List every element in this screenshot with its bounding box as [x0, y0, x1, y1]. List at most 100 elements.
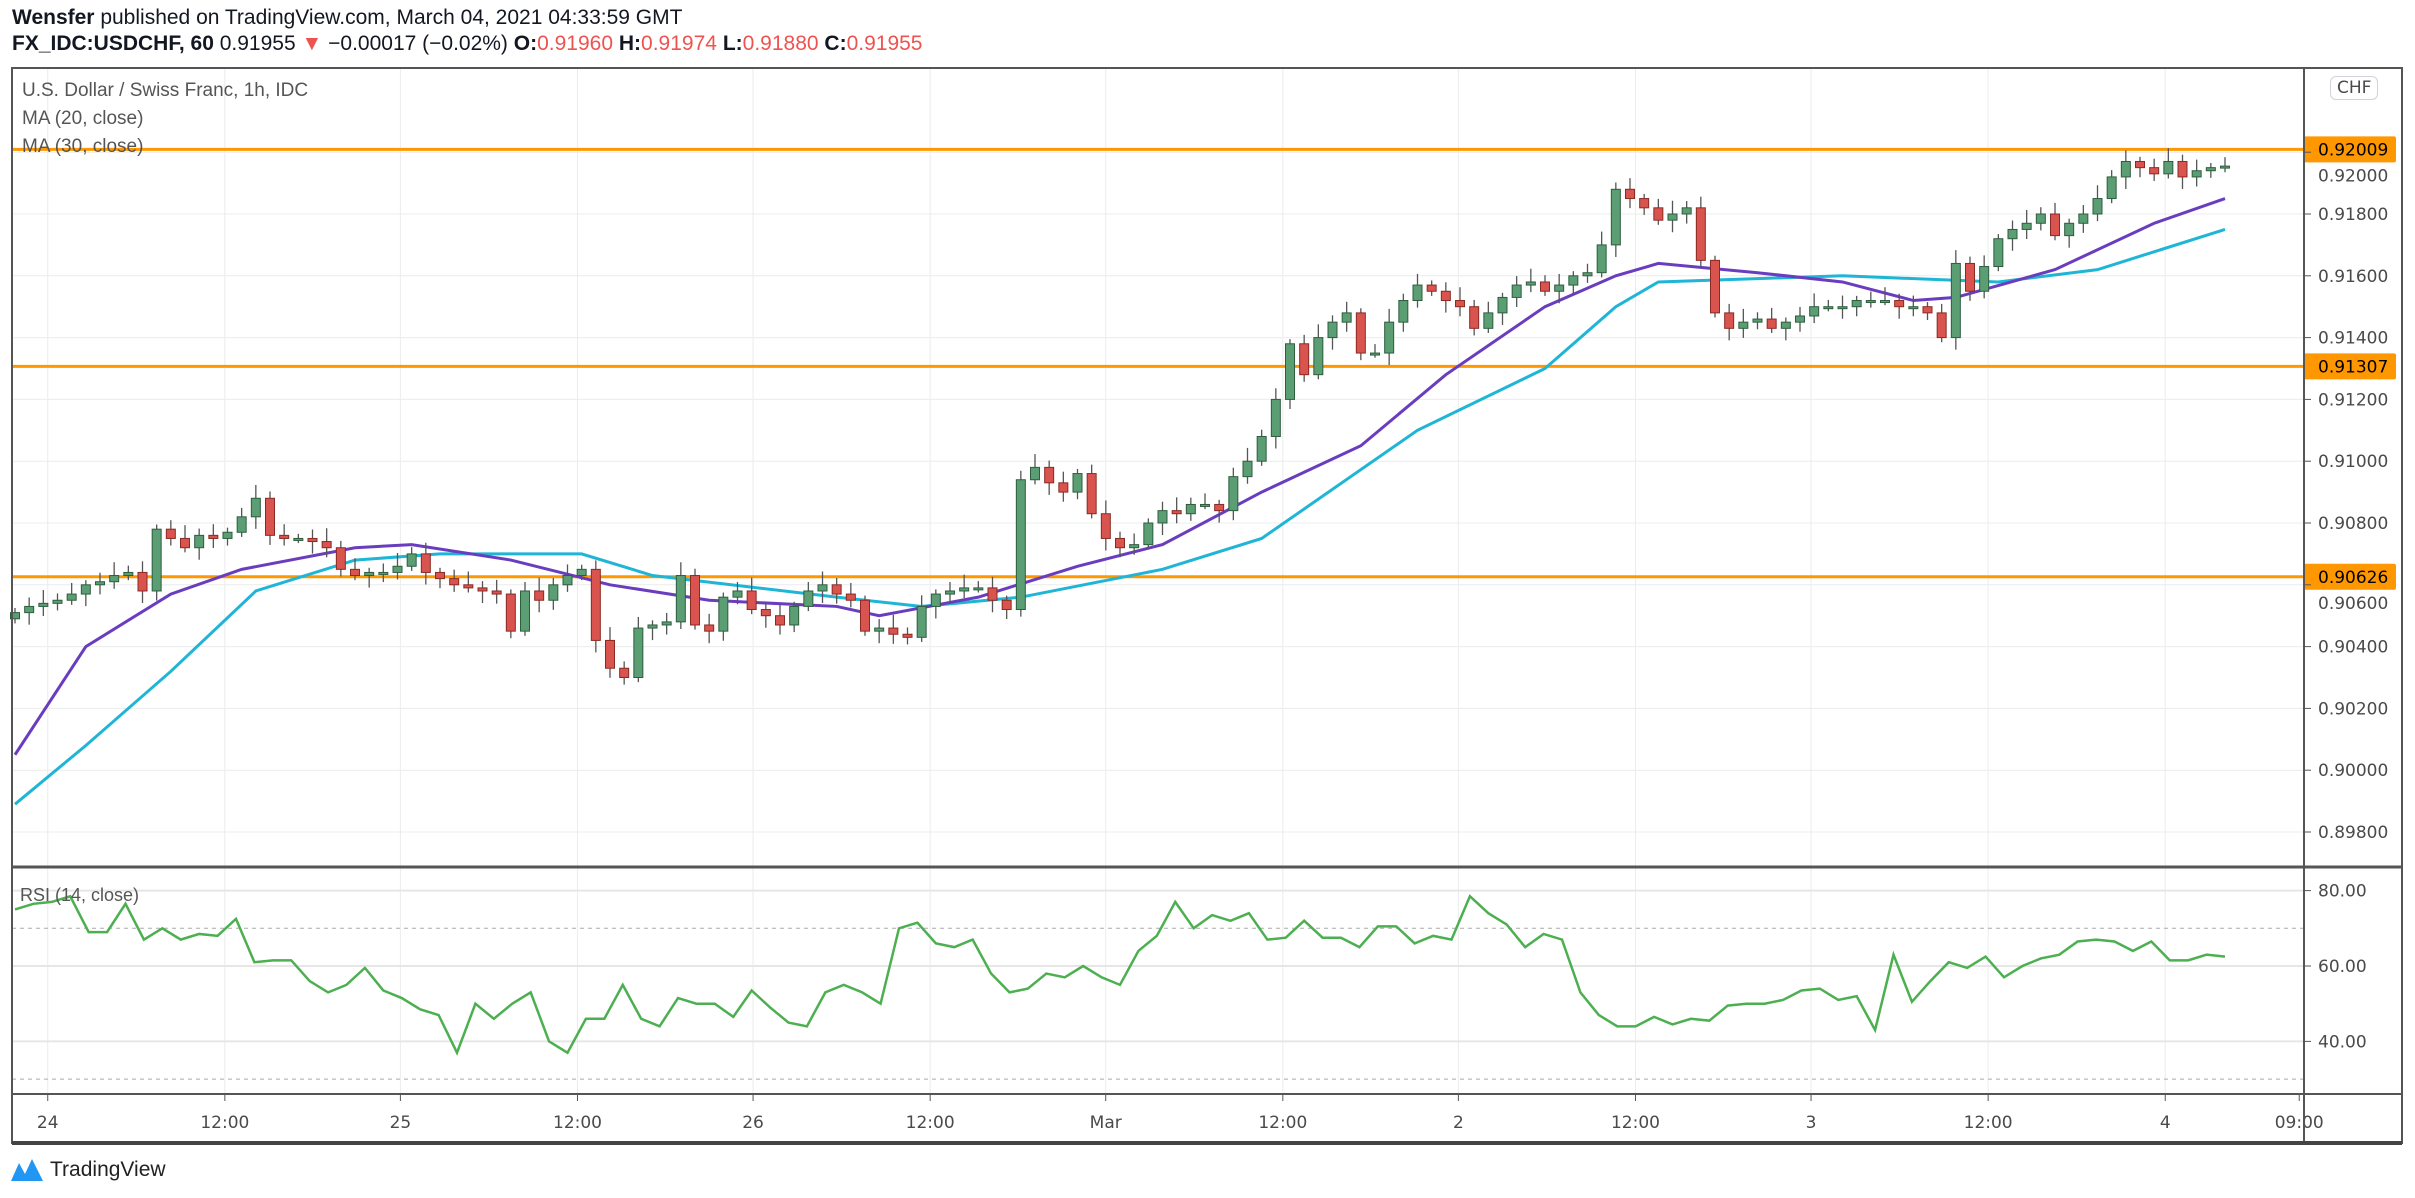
candle-up: [1242, 460, 1253, 478]
candle-up: [1837, 306, 1848, 310]
candle-down: [335, 547, 346, 570]
candle-down: [265, 497, 275, 536]
chart-frame: [11, 67, 2403, 1144]
candle-up: [548, 584, 559, 601]
candle-down: [775, 615, 785, 626]
candle-up: [95, 581, 105, 586]
candle-up: [930, 593, 941, 607]
candle-down: [1044, 466, 1055, 484]
last-price: 0.91955: [219, 32, 296, 55]
horizontal-levels[interactable]: 0.92009 0.91307 0.90626: [12, 136, 2396, 590]
candle-up: [1809, 306, 1820, 317]
symbol-info: FX_IDC:USDCHF, 60 0.91955 ▼ −0.00017 (−0…: [12, 32, 923, 56]
rsi-legend[interactable]: RSI (14, close): [20, 885, 140, 905]
close-value: 0.91955: [846, 32, 923, 55]
candle-down: [1426, 284, 1437, 292]
time-tick-label: Mar: [1090, 1113, 1122, 1133]
candle-up: [1667, 213, 1678, 221]
high-label: H:: [618, 32, 642, 55]
candle-up: [66, 593, 77, 601]
moving-averages: [13, 197, 2226, 806]
publish-text: published on TradingView.com, March 04, …: [100, 6, 683, 29]
candle-down: [1766, 318, 1777, 329]
candle-down: [845, 593, 856, 601]
candle-down: [831, 584, 842, 595]
candle-up: [1752, 318, 1763, 323]
tradingview-logo[interactable]: TradingView: [10, 1157, 166, 1183]
candle-down: [1100, 513, 1111, 539]
time-tick-label: 12:00: [906, 1113, 955, 1133]
candle-up: [732, 590, 743, 598]
candle-up: [576, 568, 587, 577]
candle-up: [1313, 337, 1324, 376]
candle-up: [1384, 321, 1395, 354]
candle-down: [605, 639, 615, 669]
candle-down: [987, 587, 998, 601]
candle-up: [2078, 213, 2089, 224]
candle-up: [1228, 476, 1239, 512]
currency-badge[interactable]: CHF: [2330, 76, 2379, 100]
ma20-legend[interactable]: MA (20, close): [22, 108, 144, 129]
time-tick-label: 12:00: [1964, 1113, 2013, 1133]
close-label: C:: [824, 32, 847, 55]
candle-down: [1724, 312, 1735, 329]
candle-up: [1950, 262, 1961, 339]
high-value: 0.91974: [641, 32, 717, 55]
candle-down: [1894, 300, 1905, 308]
candle-down: [1171, 510, 1182, 515]
ma30-legend[interactable]: MA (30, close): [22, 136, 144, 157]
candle-up: [1851, 300, 1862, 308]
candle-up: [1525, 281, 1536, 286]
candle-up: [817, 584, 828, 592]
candle-down: [1214, 503, 1225, 512]
candle-up: [874, 627, 885, 632]
grid: [12, 68, 2304, 1094]
candle-up: [1157, 510, 1168, 524]
candle-up: [1738, 321, 1749, 329]
candles: [10, 148, 2230, 685]
candle-down: [619, 667, 630, 678]
candle-up: [2106, 176, 2117, 200]
candle-up: [24, 605, 35, 614]
price-tick-label: 0.92000: [2318, 166, 2388, 186]
candle-up: [1327, 321, 1338, 339]
candle-up: [1483, 312, 1494, 329]
candle-down: [491, 590, 502, 595]
candle-up: [109, 575, 120, 583]
candle-up: [1880, 300, 1890, 304]
candle-down: [1653, 207, 1664, 221]
rsi-tick-label: 40.00: [2318, 1032, 2367, 1052]
candle-up: [1370, 352, 1380, 356]
candle-up: [661, 621, 672, 626]
candle-up: [10, 612, 20, 620]
time-tick-label: 3: [1806, 1113, 1817, 1133]
down-arrow-icon: ▼: [301, 32, 323, 55]
time-tick-label: 12:00: [1611, 1113, 1660, 1133]
candle-up: [1568, 275, 1579, 286]
candle-up: [973, 587, 984, 591]
candle-up: [2064, 222, 2075, 237]
candle-up: [1596, 244, 1607, 274]
candle-up: [1554, 284, 1565, 292]
candle-down: [420, 553, 431, 573]
low-label: L:: [722, 32, 743, 55]
candle-up: [222, 531, 233, 539]
candle-down: [704, 624, 715, 632]
author-name[interactable]: Wensfer: [12, 6, 95, 29]
candle-up: [1412, 284, 1423, 302]
candle-down: [1639, 198, 1650, 209]
candle-down: [350, 568, 360, 577]
price-tick-label: 0.90400: [2318, 638, 2388, 658]
candle-up: [647, 624, 658, 629]
candle-up: [2007, 228, 2018, 240]
chart-title-legend[interactable]: U.S. Dollar / Swiss Franc, 1h, IDC: [22, 80, 309, 101]
candle-down: [746, 590, 757, 611]
candle-up: [1823, 306, 1834, 310]
candle-up: [1780, 321, 1791, 329]
candle-up: [406, 553, 417, 567]
candle-up: [1908, 306, 1919, 310]
candle-down: [534, 590, 545, 601]
candle-up: [916, 605, 927, 638]
candle-up: [1865, 300, 1876, 304]
